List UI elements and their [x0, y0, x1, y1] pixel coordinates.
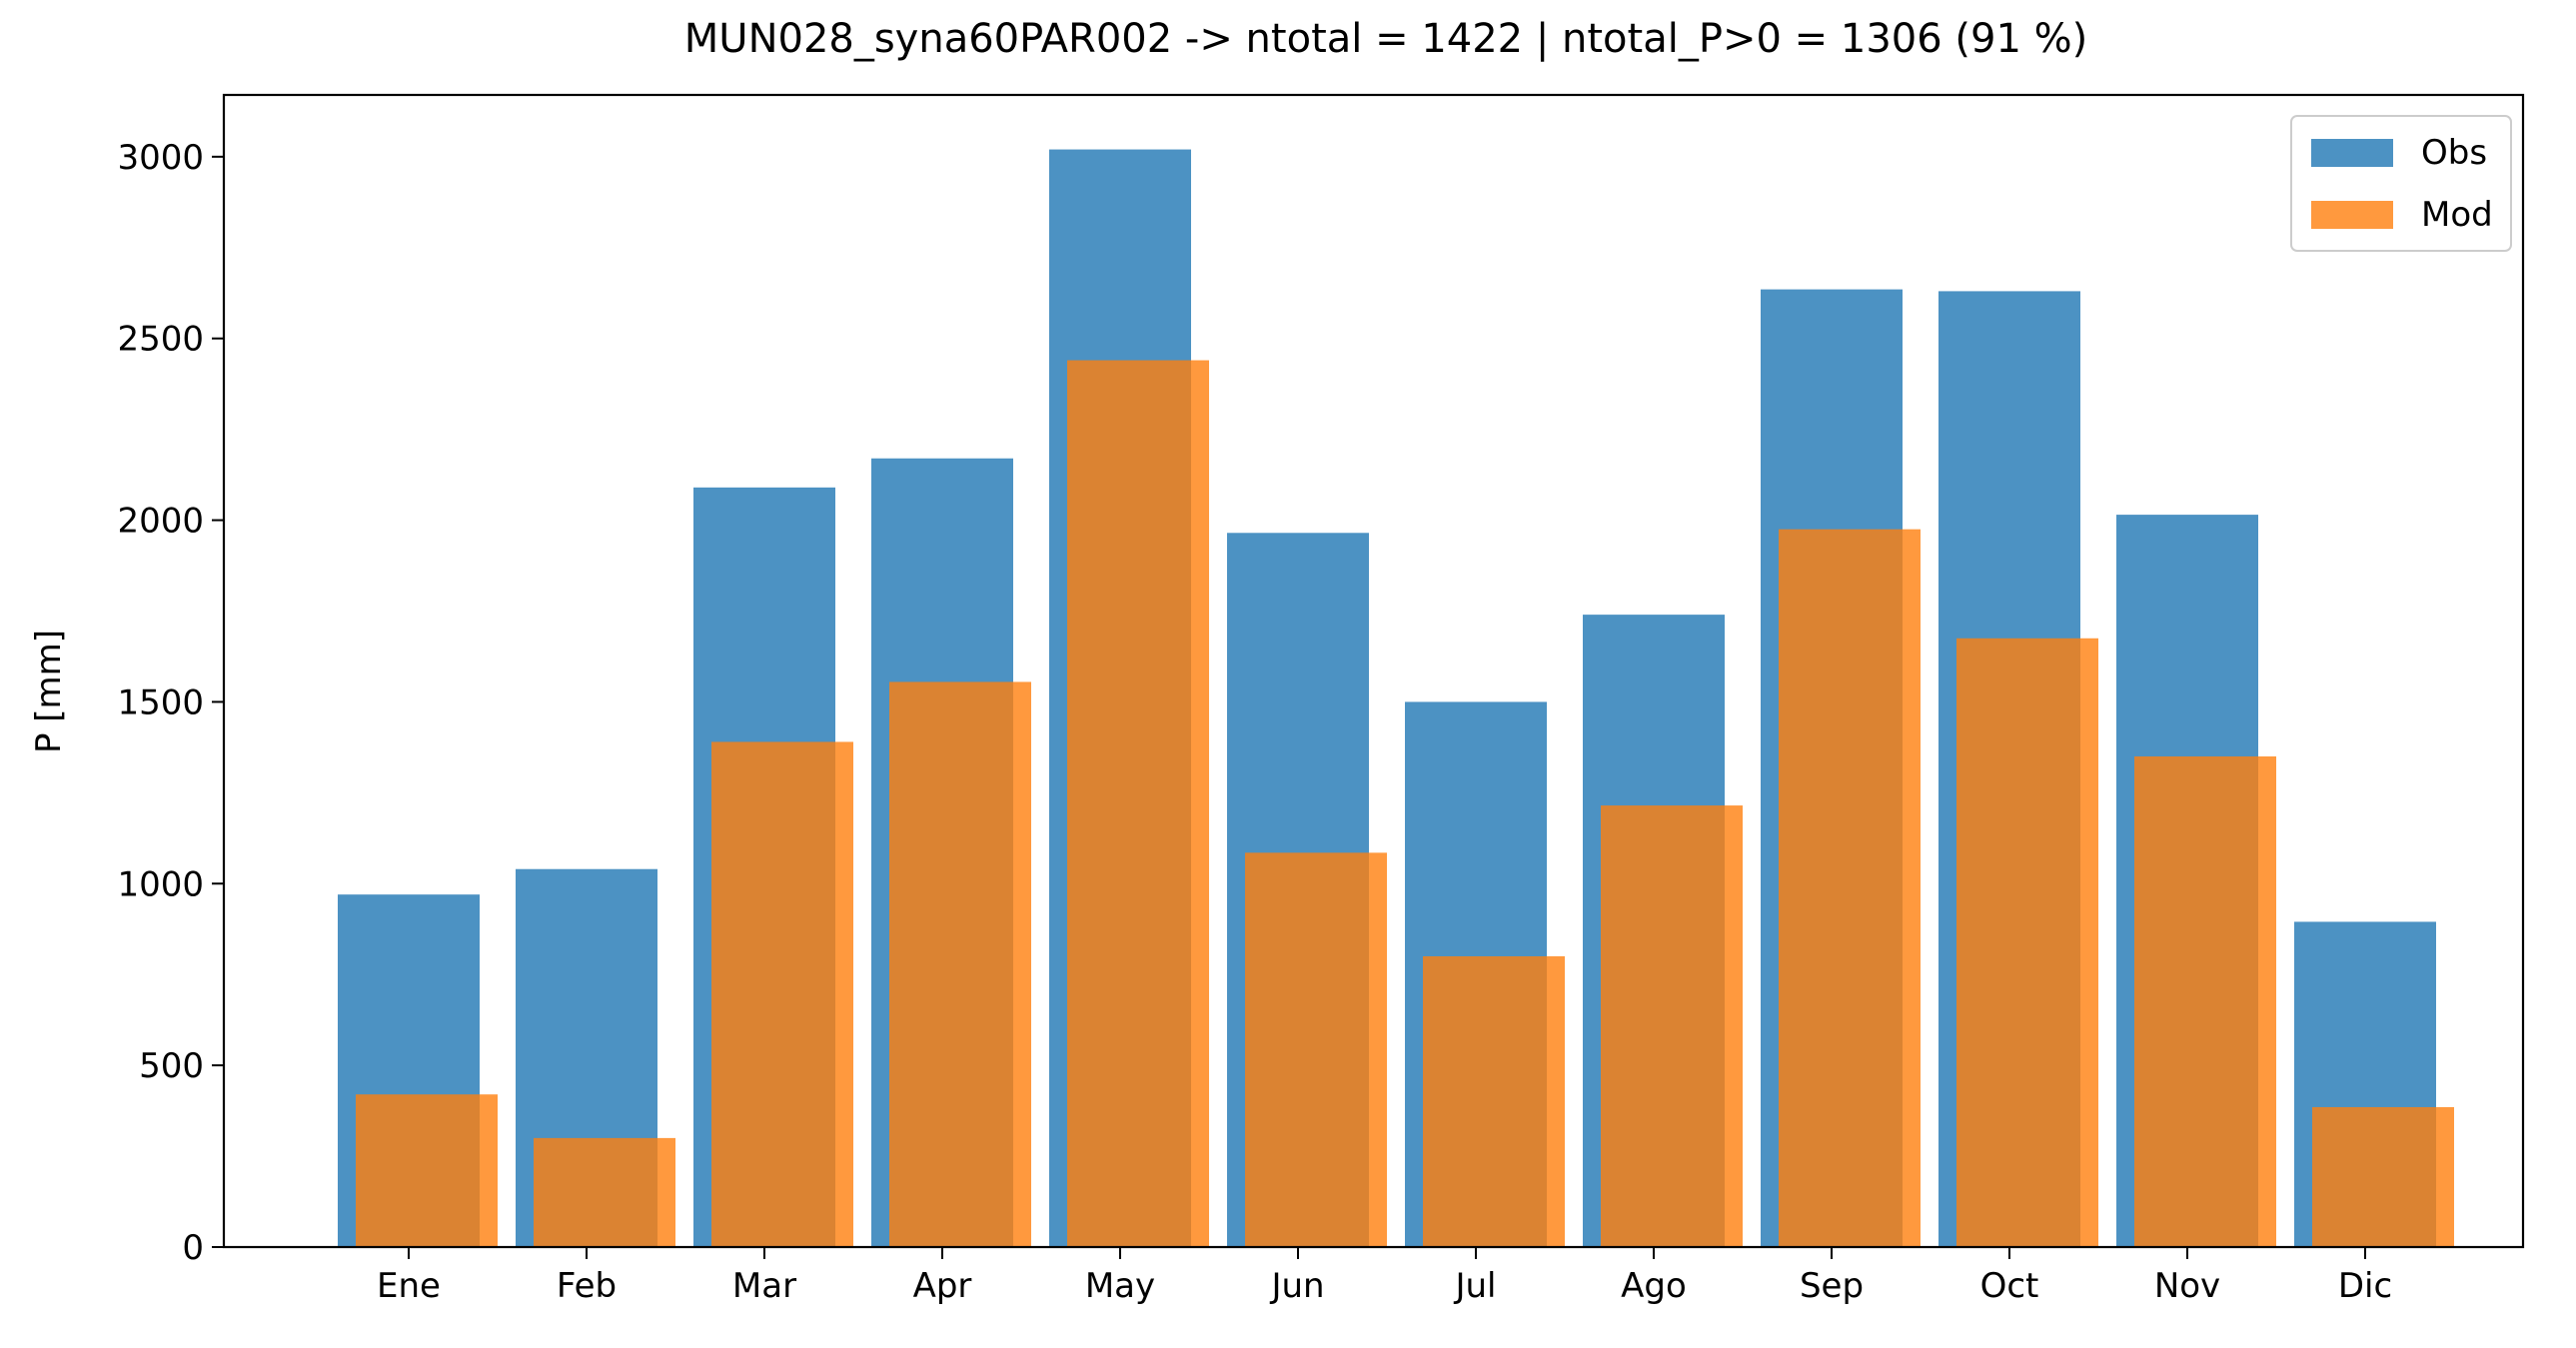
bar-mod-jun	[1245, 852, 1387, 1247]
bars-layer	[338, 149, 2454, 1248]
x-tick-label: Ene	[377, 1266, 441, 1306]
x-tick-label: Nov	[2154, 1266, 2220, 1306]
y-tick-label: 3000	[117, 138, 204, 178]
y-axis-label: P [mm]	[29, 630, 69, 753]
x-tick-label: May	[1085, 1266, 1155, 1306]
bar-mod-nov	[2134, 755, 2276, 1247]
y-tick-label: 2500	[117, 320, 204, 360]
bar-mod-may	[1067, 360, 1209, 1248]
bar-mod-ago	[1601, 805, 1743, 1247]
y-tick-label: 2000	[117, 502, 204, 542]
bar-mod-ene	[356, 1094, 498, 1247]
legend-swatch-obs	[2311, 139, 2393, 167]
legend-label-obs: Obs	[2421, 133, 2487, 173]
x-tick-label: Apr	[913, 1266, 972, 1306]
bar-mod-dic	[2312, 1106, 2454, 1247]
bar-mod-apr	[889, 681, 1031, 1247]
legend-label-mod: Mod	[2421, 195, 2493, 235]
plot-frame	[222, 93, 2525, 1249]
bar-mod-oct	[1956, 638, 2098, 1247]
x-tick-label: Sep	[1800, 1266, 1864, 1306]
y-tick-label: 500	[139, 1046, 204, 1086]
legend: Obs Mod	[2290, 115, 2512, 252]
x-tick-label: Ago	[1621, 1266, 1687, 1306]
x-tick-label: Jun	[1269, 1266, 1324, 1306]
y-tick-label: 1000	[117, 864, 204, 904]
x-tick-label: Mar	[732, 1266, 796, 1306]
bar-mod-feb	[534, 1137, 675, 1247]
legend-swatch-mod	[2311, 201, 2393, 229]
bar-mod-mar	[711, 741, 853, 1247]
series-mod	[356, 360, 2454, 1248]
bar-mod-sep	[1779, 529, 1921, 1247]
x-tick-label: Jul	[1453, 1266, 1496, 1306]
y-tick-label: 0	[182, 1228, 204, 1268]
bar-mod-jul	[1423, 956, 1565, 1247]
y-tick-label: 1500	[117, 682, 204, 722]
x-tick-label: Feb	[557, 1266, 617, 1306]
chart-title: MUN028_syna60PAR002 -> ntotal = 1422 | n…	[684, 16, 2087, 62]
x-tick-label: Dic	[2338, 1266, 2392, 1306]
x-tick-label: Oct	[1980, 1266, 2039, 1306]
ticks-layer: Ene Feb Mar Apr May Jun Jul Ago Sep Oct Nov Dic 0 500…	[117, 138, 2392, 1306]
